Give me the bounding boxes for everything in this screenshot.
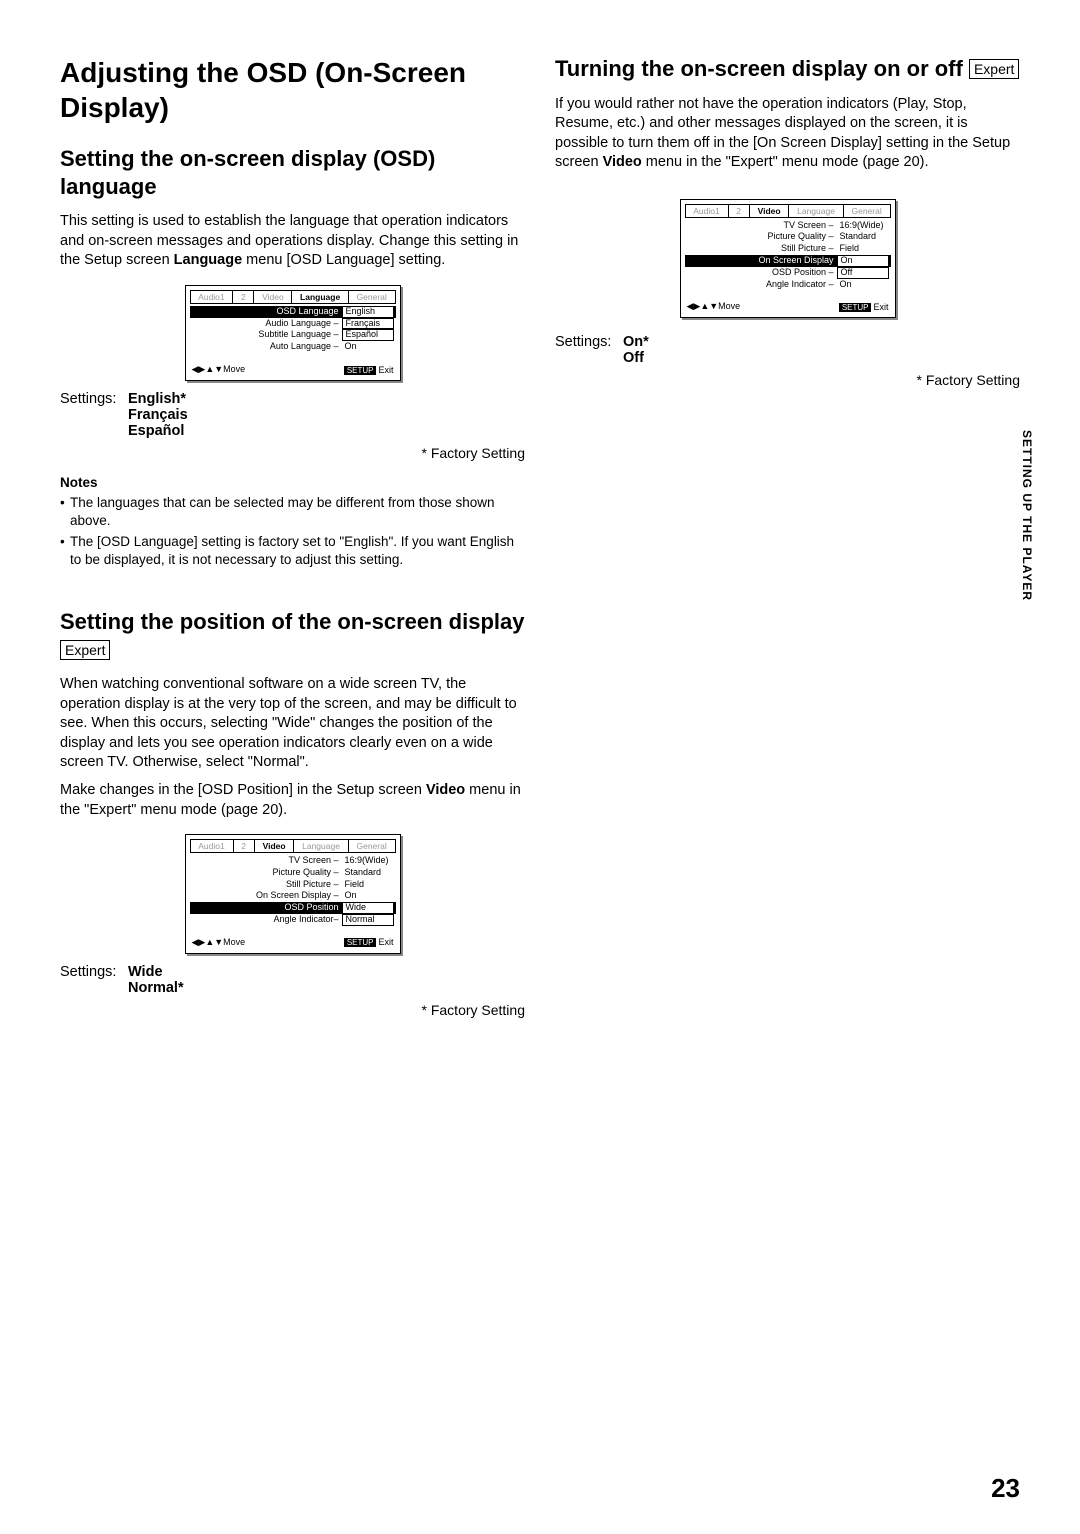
expert-badge: Expert (969, 59, 1019, 79)
tab-general: General (349, 291, 395, 303)
tab-language: Language (292, 291, 349, 303)
osd-menu-onoff: Audio1 2 Video Language General TV Scree… (680, 199, 896, 319)
osd-row: Still Picture –Field (190, 879, 396, 891)
settings-language: Settings:English* Français Español (60, 391, 525, 439)
osd-row: Angle Indicator–Normal (190, 914, 396, 926)
right-column: Turning the on-screen display on or off … (555, 55, 1020, 1018)
osd-row: On Screen Display –On (190, 890, 396, 902)
osd-position-desc2: Make changes in the [OSD Position] in th… (60, 781, 525, 820)
arrows-icon: ◀▶▲▼ (192, 364, 224, 374)
left-column: Adjusting the OSD (On-Screen Display) Se… (60, 55, 525, 1018)
osd-navbar: ◀▶▲▼Move SETUPExit (685, 300, 891, 313)
settings-position: Settings:Wide Normal* (60, 964, 525, 996)
osd-position-heading: Setting the position of the on-screen di… (60, 608, 525, 663)
osd-row: Picture Quality –Standard (685, 231, 891, 243)
note-item: The languages that can be selected may b… (60, 494, 525, 529)
factory-note: * Factory Setting (60, 445, 525, 461)
settings-onoff: Settings:On* Off (555, 334, 1020, 366)
tab-2: 2 (233, 291, 254, 303)
osd-row: On Screen DisplayOn (685, 255, 891, 267)
osd-language-desc: This setting is used to establish the la… (60, 212, 525, 271)
osd-row: TV Screen –16:9(Wide) (685, 220, 891, 232)
factory-note: * Factory Setting (60, 1002, 525, 1018)
tab-video: Video (254, 291, 292, 303)
osd-row: OSD Position –Off (685, 267, 891, 279)
osd-row: OSD LanguageEnglish (190, 306, 396, 318)
osd-tabs: Audio1 2 Video Language General (685, 204, 891, 218)
osd-row: TV Screen –16:9(Wide) (190, 855, 396, 867)
osd-menu-language: Audio1 2 Video Language General OSD Lang… (185, 285, 401, 381)
osd-tabs: Audio1 2 Video Language General (190, 839, 396, 853)
arrows-icon: ◀▶▲▼ (192, 937, 224, 947)
osd-onoff-desc: If you would rather not have the operati… (555, 95, 1020, 173)
notes-list: The languages that can be selected may b… (60, 494, 525, 568)
factory-note: * Factory Setting (555, 372, 1020, 388)
notes-heading: Notes (60, 475, 525, 490)
main-heading: Adjusting the OSD (On-Screen Display) (60, 55, 525, 125)
osd-row: Audio Language –Français (190, 318, 396, 330)
osd-row: Subtitle Language –Español (190, 329, 396, 341)
osd-onoff-heading: Turning the on-screen display on or off … (555, 55, 1020, 83)
setup-badge: SETUP (839, 303, 872, 312)
tab-audio1: Audio1 (191, 291, 234, 303)
osd-tabs: Audio1 2 Video Language General (190, 290, 396, 304)
setup-badge: SETUP (344, 938, 377, 947)
arrows-icon: ◀▶▲▼ (687, 301, 719, 311)
expert-badge: Expert (60, 640, 110, 660)
osd-row: Auto Language –On (190, 341, 396, 353)
osd-navbar: ◀▶▲▼Move SETUPExit (190, 936, 396, 949)
side-section-label: SETTING UP THE PLAYER (1020, 430, 1034, 601)
note-item: The [OSD Language] setting is factory se… (60, 533, 525, 568)
osd-navbar: ◀▶▲▼Move SETUPExit (190, 363, 396, 376)
osd-language-heading: Setting the on-screen display (OSD) lang… (60, 145, 525, 200)
osd-position-desc: When watching conventional software on a… (60, 675, 525, 773)
osd-row: Angle Indicator –On (685, 279, 891, 291)
osd-menu-position: Audio1 2 Video Language General TV Scree… (185, 834, 401, 954)
osd-row: OSD PositionWide (190, 902, 396, 914)
osd-row: Still Picture –Field (685, 243, 891, 255)
osd-row: Picture Quality –Standard (190, 867, 396, 879)
page-number: 23 (991, 1473, 1020, 1504)
setup-badge: SETUP (344, 366, 377, 375)
